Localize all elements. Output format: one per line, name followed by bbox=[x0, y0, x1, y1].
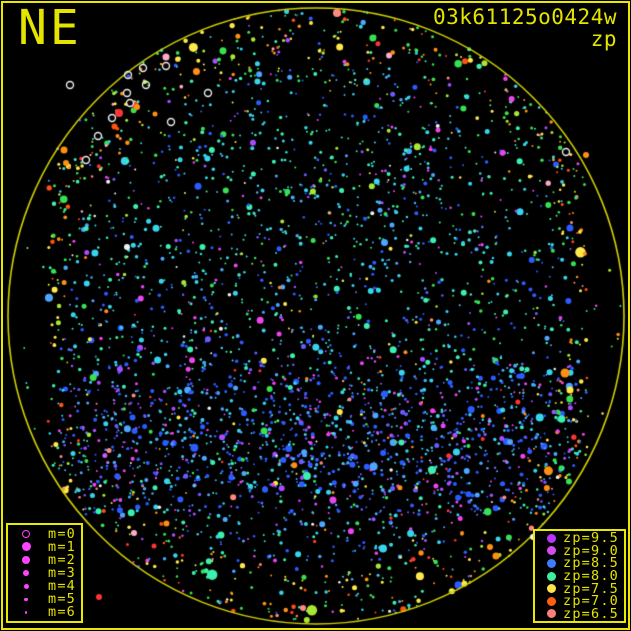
zp-legend-symbol-icon bbox=[546, 558, 556, 568]
m-legend-symbol-icon bbox=[24, 611, 28, 614]
zp-legend-symbol-cell bbox=[540, 609, 562, 619]
zp-legend-row: zp=9.5 bbox=[540, 532, 619, 545]
zp-legend-symbol-cell bbox=[540, 558, 562, 568]
field-id-title: 03k61125o0424w bbox=[432, 5, 617, 29]
zp-legend-symbol-icon bbox=[546, 533, 556, 543]
zp-legend-label: zp=7.0 bbox=[563, 593, 619, 610]
zp-legend-label: zp=8.0 bbox=[563, 568, 619, 585]
m-legend-row: m=5 bbox=[14, 593, 76, 606]
zp-legend-symbol-cell bbox=[540, 571, 562, 581]
zp-legend-row: zp=9.0 bbox=[540, 542, 619, 559]
m-legend-row: m=1 bbox=[14, 540, 76, 553]
orientation-label: NE bbox=[18, 0, 82, 56]
m-legend-row: m=3 bbox=[14, 564, 76, 581]
zp-legend-row: zp=8.0 bbox=[540, 568, 619, 585]
zp-legend-symbol-cell bbox=[540, 584, 562, 594]
m-legend-row: m=0 bbox=[14, 527, 76, 540]
m-legend-symbol-icon bbox=[22, 569, 30, 577]
zp-legend-symbol-cell bbox=[540, 596, 562, 606]
zp-legend-label: zp=9.5 bbox=[563, 530, 619, 547]
zp-legend-label: zp=7.5 bbox=[563, 580, 619, 597]
m-legend-symbol-cell bbox=[14, 583, 38, 589]
m-legend-symbol-cell bbox=[14, 611, 38, 614]
plot-type-label: zp bbox=[590, 27, 617, 51]
zp-legend-symbol-icon bbox=[546, 596, 556, 606]
zp-legend-symbol-cell bbox=[540, 533, 562, 543]
m-legend-symbol-cell bbox=[14, 597, 38, 602]
m-legend-symbol-cell bbox=[14, 555, 38, 564]
zp-legend-symbol-icon bbox=[546, 584, 556, 594]
zp-legend-symbol-icon bbox=[546, 609, 556, 619]
m-legend-row: m=6 bbox=[14, 606, 76, 619]
m-legend-label: m=1 bbox=[48, 538, 76, 555]
m-legend-symbol-cell bbox=[14, 529, 38, 538]
m-legend-label: m=5 bbox=[48, 591, 76, 608]
m-legend-symbol-icon bbox=[22, 555, 30, 564]
zp-legend-row: zp=7.5 bbox=[540, 582, 619, 595]
m-legend-row: m=4 bbox=[14, 578, 76, 595]
zp-legend-symbol-icon bbox=[546, 571, 556, 581]
m-legend-label: m=2 bbox=[48, 551, 76, 568]
zp-legend-symbol-icon bbox=[546, 546, 556, 556]
m-legend-symbol-icon bbox=[24, 597, 28, 602]
m-legend-label: m=6 bbox=[48, 604, 76, 621]
title-block: 03k61125o0424w zp bbox=[433, 6, 617, 50]
zp-legend-label: zp=9.0 bbox=[563, 542, 619, 559]
m-legend-symbol-cell bbox=[14, 542, 38, 552]
magnitude-legend: m=0 m=1 m=2 m=3 m=4 m=5 m=6 bbox=[6, 523, 83, 623]
zp-legend-label: zp=8.5 bbox=[563, 555, 619, 572]
m-legend-symbol-icon bbox=[21, 542, 31, 552]
m-legend-symbol-cell bbox=[14, 569, 38, 577]
zp-legend-label: zp=6.5 bbox=[563, 605, 619, 622]
m-legend-label: m=3 bbox=[48, 564, 76, 581]
m-legend-symbol-icon bbox=[22, 529, 30, 538]
m-legend-row: m=2 bbox=[14, 551, 76, 568]
zp-legend-row: zp=8.5 bbox=[540, 557, 619, 570]
zeropoint-legend: zp=9.5 zp=9.0 zp=8.5 zp=8.0 zp=7.5 zp=7.0 zp=6… bbox=[533, 529, 626, 623]
zp-legend-row: zp=6.5 bbox=[540, 605, 619, 622]
zp-legend-symbol-cell bbox=[540, 546, 562, 556]
m-legend-symbol-icon bbox=[23, 583, 29, 589]
m-legend-label: m=0 bbox=[48, 525, 76, 542]
zp-legend-row: zp=7.0 bbox=[540, 593, 619, 610]
m-legend-label: m=4 bbox=[48, 578, 76, 595]
